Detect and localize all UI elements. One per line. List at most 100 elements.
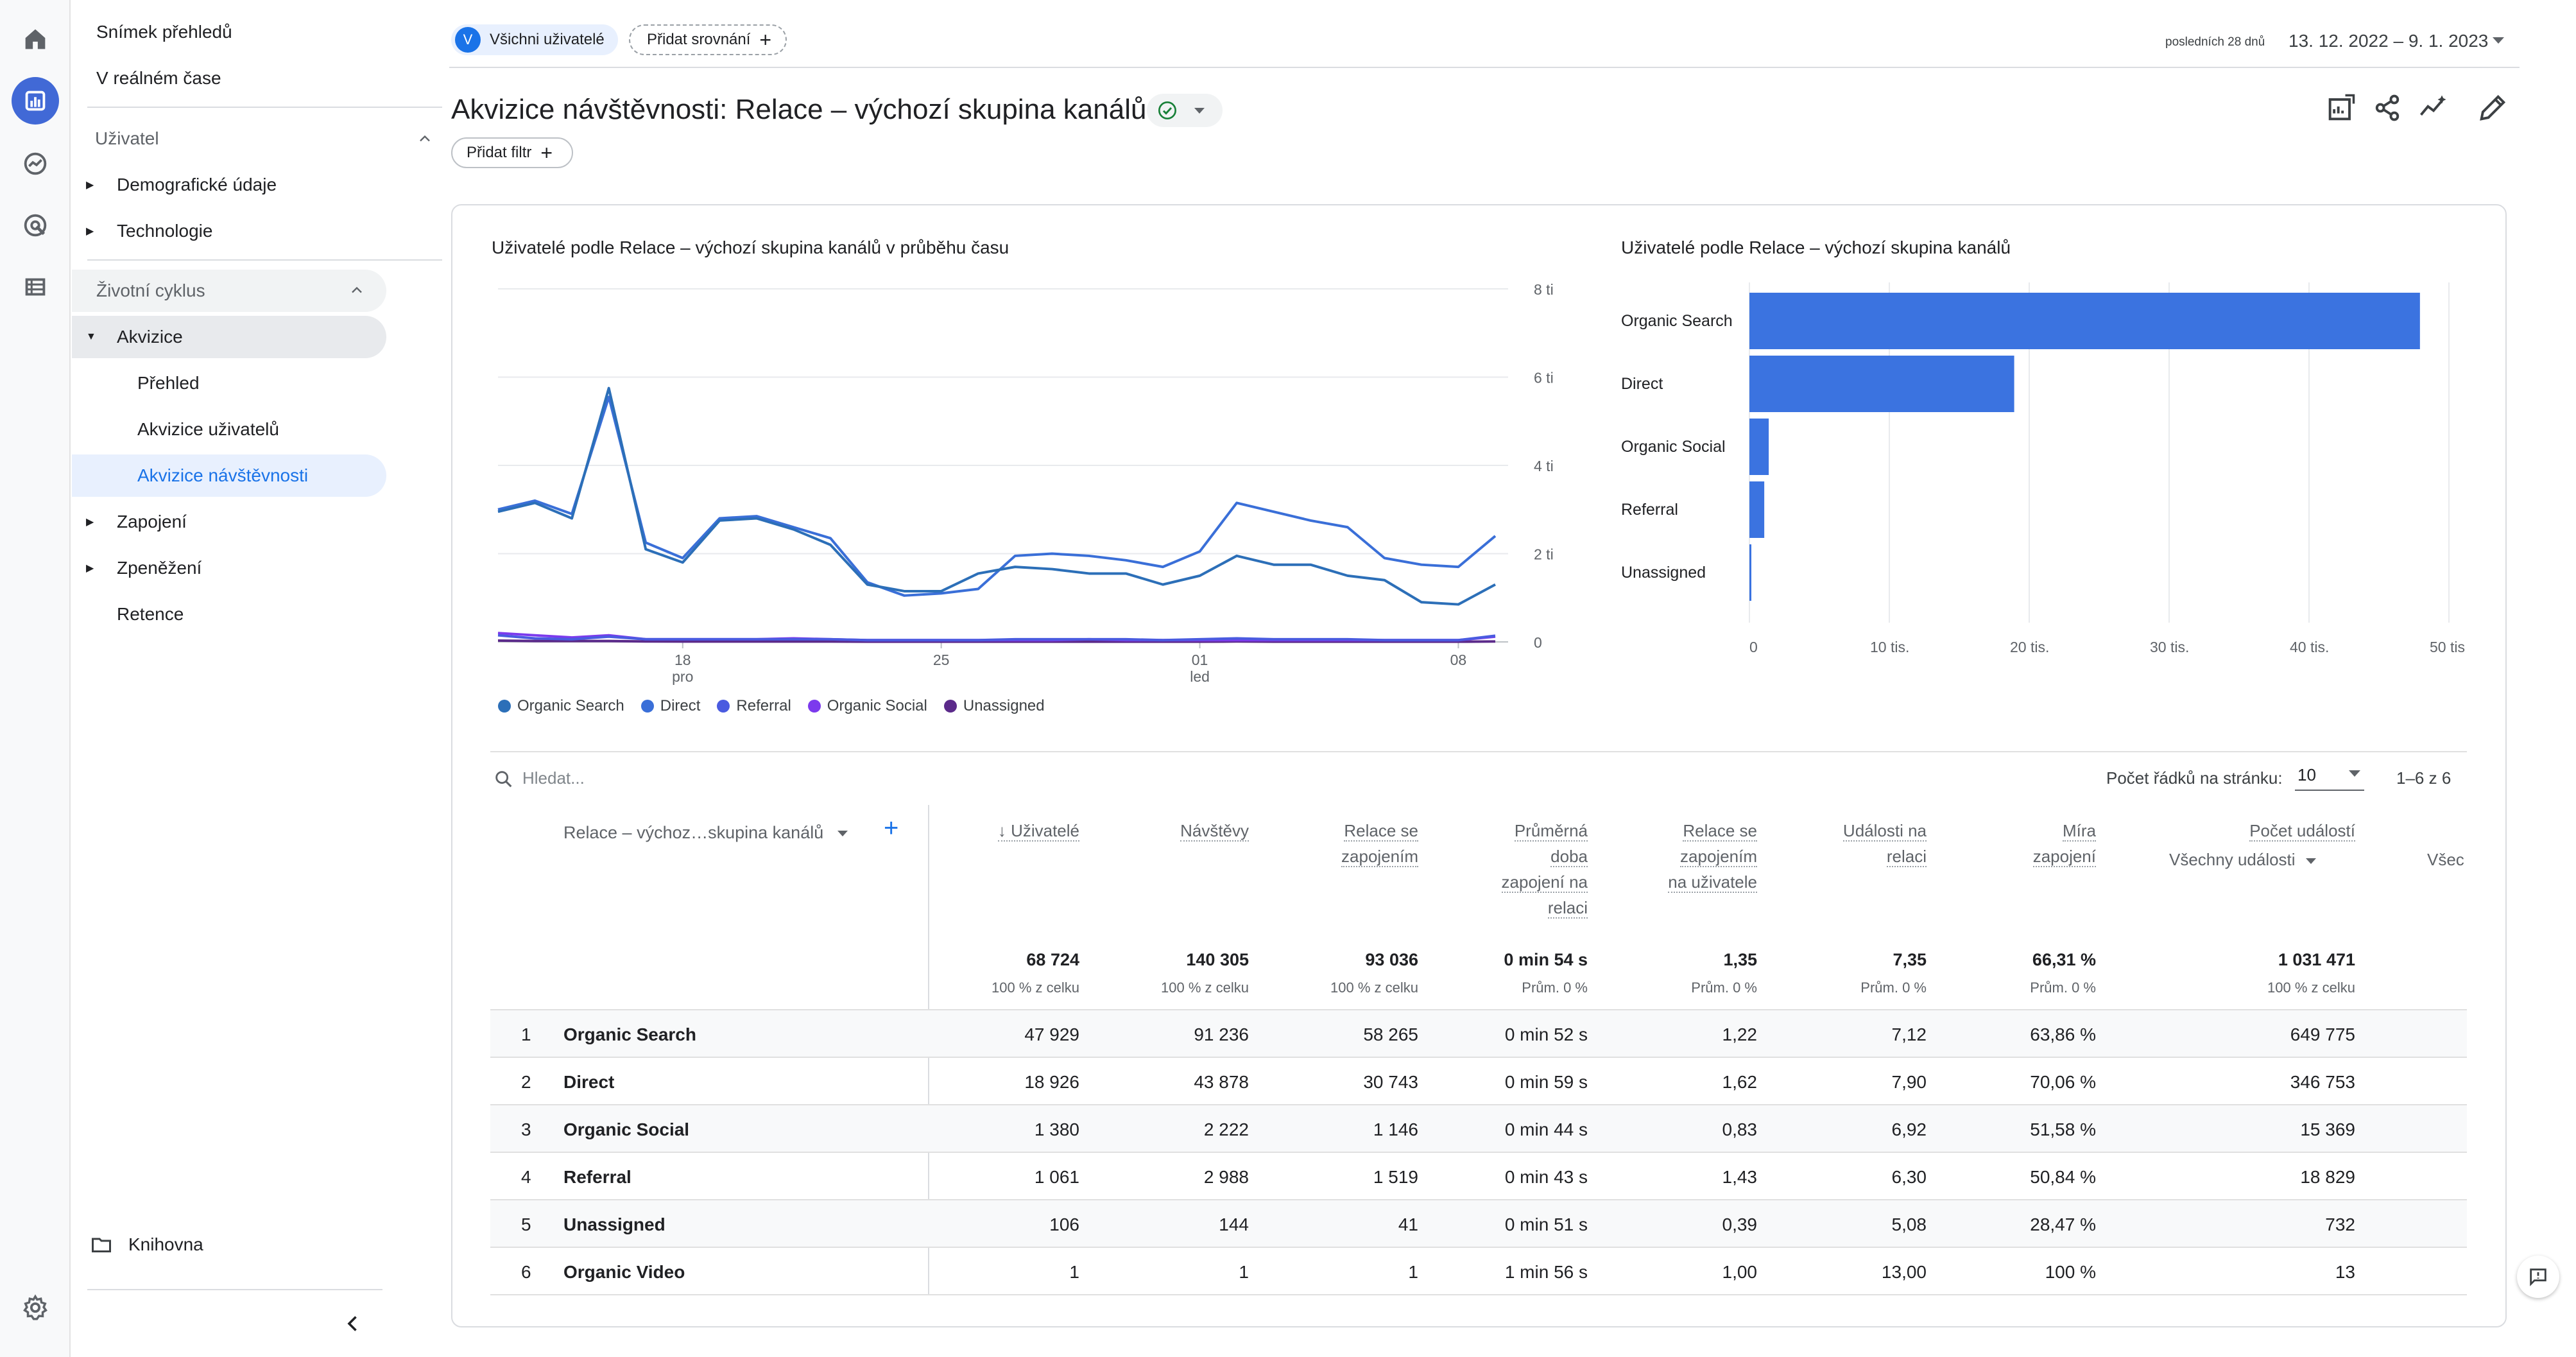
row-value: 51,58 % [2030,1119,2096,1139]
column-header[interactable]: Relace se zapojením na uživatele [1668,818,1757,895]
x-tick-label: 20 tis. [2010,639,2049,655]
bar-category-label: Organic Search [1621,312,1733,330]
x-tick-label: 30 tis. [2150,639,2189,655]
configure-icon[interactable] [12,263,59,311]
row-value: 1 380 [1034,1119,1079,1139]
nav-retention[interactable]: Retence [117,604,184,624]
report-sidebar: Snímek přehledů V reálném čase Uživatel … [72,0,442,1357]
row-channel-name: Unassigned [563,1214,665,1234]
segment-chip[interactable]: V Všichni uživatelé [451,24,618,55]
report-status-dropdown[interactable] [1147,94,1223,127]
row-value: 1,43 [1722,1167,1758,1187]
explore-icon[interactable] [12,140,59,187]
table-row[interactable]: 2 Direct 18 926 43 878 30 743 0 min 59 s 1,62 7… [490,1057,2467,1104]
table-row[interactable]: 6 Organic Video 1 1 1 1 min 56 s 1,00 13,00 100 … [490,1247,2467,1294]
row-value: 7,90 [1891,1072,1927,1092]
table-row[interactable]: 3 Organic Social 1 380 2 222 1 146 0 min 44 s… [490,1104,2467,1152]
nav-demographics[interactable]: ▶ Demografické údaje [72,164,277,205]
y-tick-label: 0 [1534,634,1542,651]
row-value: 1,22 [1722,1024,1758,1044]
total-subtext: Prům. 0 % [1691,980,1757,996]
library-link[interactable]: Knihovna [90,1233,203,1256]
nav-engagement[interactable]: ▶ Zapojení [72,501,187,542]
row-value: 2 988 [1203,1167,1249,1187]
table-row[interactable]: 1 Organic Search 47 929 91 236 58 265 0 min 5… [490,1009,2467,1057]
caret-right-icon: ▶ [86,226,94,237]
nav-acquisition[interactable]: ▼ Akvizice [72,316,183,358]
advertising-icon[interactable] [12,202,59,249]
x-tick-label: 50 tis [2430,639,2465,655]
events-dropdown[interactable]: Všechny události [2169,850,2316,870]
row-value: 15 369 [2300,1119,2355,1139]
nav-section-user[interactable]: Uživatel [95,118,465,159]
divider [87,259,442,261]
column-header[interactable]: Události na relaci [1842,818,1927,869]
share-icon[interactable] [2371,91,2404,125]
x-tick-sublabel: pro [672,668,693,685]
row-index: 3 [521,1119,531,1139]
row-value: 1 min 56 s [1504,1262,1588,1282]
date-dropdown-icon[interactable] [2493,37,2504,44]
nav-section-lifecycle[interactable] [72,270,386,312]
nav-overview[interactable]: Přehled [137,373,200,393]
total-value: 93 036 [1365,950,1418,969]
column-header[interactable]: Návštěvy [1180,818,1249,843]
x-tick-label: 18 [674,652,691,668]
nav-technology[interactable]: ▶ Technologie [72,211,212,252]
column-header[interactable]: Míra zapojení [2032,818,2096,869]
date-range-picker[interactable]: 13. 12. 2022 – 9. 1. 2023 [2288,31,2489,51]
column-header[interactable]: Průměrná doba zapojení na relaci [1501,818,1588,921]
legend-item[interactable]: Organic Search [498,697,624,715]
plus-icon: + [759,28,772,51]
total-subtext: Prům. 0 % [2030,980,2096,996]
column-header-text: zapojením [1341,847,1418,867]
row-value: 0,39 [1722,1214,1758,1234]
legend-item[interactable]: Direct [640,697,700,715]
column-header[interactable]: ↓ Uživatelé [997,818,1079,843]
row-channel-name: Organic Search [563,1024,696,1044]
row-value: 1 519 [1373,1167,1418,1187]
row-value: 0 min 51 s [1504,1214,1588,1234]
line-chart-title: Uživatelé podle Relace – výchozí skupina… [492,238,1009,257]
row-value: 58 265 [1363,1024,1418,1044]
table-row[interactable]: 5 Unassigned 106 144 41 0 min 51 s 0,39 5,08 28,… [490,1199,2467,1247]
bar-chart[interactable]: 0 10 tis. 20 tis. 30 tis. 40 tis. 50 tis Organ… [1617,276,2471,687]
collapse-chevron-left-icon[interactable] [341,1312,365,1335]
add-comparison-button[interactable]: Přidat srovnání + [629,24,787,55]
table-search-input[interactable] [522,765,843,791]
total-subtext: 100 % z celku [1161,980,1249,996]
row-value: 1 [1069,1262,1079,1282]
column-header[interactable]: Počet událostí [2249,818,2355,843]
total-value: 1,35 [1723,950,1757,969]
table-row[interactable]: 4 Referral 1 061 2 988 1 519 0 min 43 s 1,43 6,… [490,1152,2467,1199]
rows-per-page-select[interactable]: 10 [2295,761,2364,791]
check-circle-icon [1158,101,1176,119]
y-tick-label: 4 tis. [1534,458,1553,474]
nav-traffic-acquisition[interactable]: Akvizice návštěvnosti [137,465,309,485]
dimension-header[interactable]: Relace – výchoz…skupina kanálů [563,823,848,843]
home-icon[interactable] [12,15,59,63]
legend-item[interactable]: Unassigned [943,697,1045,715]
insights-icon[interactable] [2417,91,2450,125]
series-line-direct [497,395,1497,597]
add-filter-button[interactable]: Přidat filtr + [451,137,573,168]
legend-item[interactable]: Referral [717,697,791,715]
customize-report-icon[interactable] [2324,91,2358,125]
nav-monetization[interactable]: ▶ Zpeněžení [72,548,202,589]
reports-icon[interactable] [12,77,59,125]
nav-realtime[interactable]: V reálném čase [96,68,221,88]
feedback-button[interactable] [2517,1256,2559,1298]
divider [87,1289,382,1290]
caret-right-icon: ▶ [86,180,94,191]
legend-item[interactable]: Organic Social [807,697,927,715]
x-tick-label: 01 [1192,652,1208,668]
date-range-prefix: posledních 28 dnů [2165,35,2265,49]
nav-snapshot[interactable]: Snímek přehledů [96,22,232,42]
edit-pencil-icon[interactable] [2476,91,2509,125]
nav-user-acquisition[interactable]: Akvizice uživatelů [137,419,279,439]
chevron-up-icon[interactable] [348,281,366,299]
settings-gear-icon[interactable] [12,1284,59,1331]
add-dimension-button[interactable]: + [884,814,899,842]
column-header[interactable]: Relace se zapojením [1341,818,1418,869]
